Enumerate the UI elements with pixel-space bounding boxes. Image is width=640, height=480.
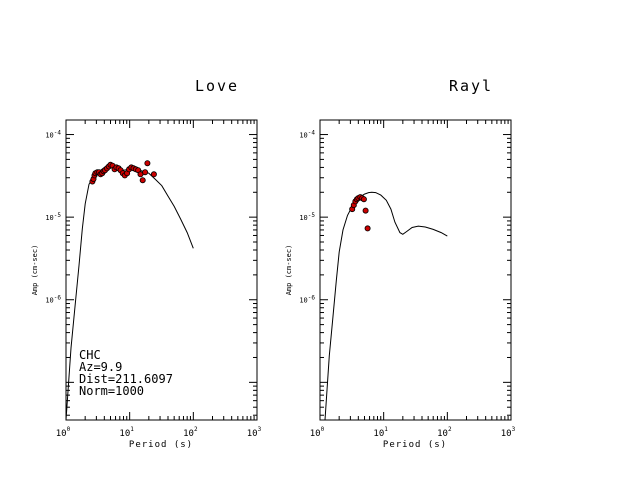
love-y-tick-label: 10-4 <box>45 130 61 140</box>
love-title: Love <box>195 77 239 95</box>
rayl-y-tick-label: 10-6 <box>299 295 315 305</box>
love-data-point <box>150 171 157 178</box>
azimuth: Az=9.9 <box>79 360 122 374</box>
love-x-axis-label: Period (s) <box>129 440 193 450</box>
love-data-point <box>142 169 149 176</box>
normalization: Norm=1000 <box>79 384 144 398</box>
love-x-tick-label: 100 <box>56 426 71 439</box>
rayl-y-tick-labels: 10-4 10-5 10-6 <box>299 130 315 305</box>
rayl-axis-ticks <box>319 120 511 420</box>
love-y-tick-label: 10-5 <box>45 212 61 222</box>
love-y-tick-labels: 10-4 10-5 10-6 <box>45 130 61 305</box>
love-x-tick-label: 102 <box>183 426 198 439</box>
love-observed-points <box>89 160 157 185</box>
rayl-data-point <box>360 196 367 203</box>
rayl-data-point <box>364 225 371 232</box>
love-data-point <box>139 177 146 184</box>
love-axis-ticks <box>65 120 257 420</box>
rayl-plot-frame <box>319 119 512 421</box>
rayl-x-axis-label: Period (s) <box>383 440 447 450</box>
love-x-tick-labels: 100 101 102 103 <box>56 426 262 439</box>
distance: Dist=211.6097 <box>79 372 173 386</box>
rayl-data-point <box>362 207 369 214</box>
love-y-axis-label: Amp (cm-sec) <box>31 245 39 296</box>
rayl-x-tick-label: 103 <box>501 426 516 439</box>
love-panel: Love 100 101 102 103 10-4 10-5 10-6 Period (s… <box>31 77 262 450</box>
rayl-model-curve <box>320 191 448 421</box>
rayl-y-tick-label: 10-5 <box>299 212 315 222</box>
rayl-x-tick-label: 101 <box>373 426 388 439</box>
love-x-tick-label: 103 <box>247 426 262 439</box>
rayl-y-tick-label: 10-4 <box>299 130 315 140</box>
rayl-y-axis-label: Amp (cm-sec) <box>285 245 293 296</box>
love-x-tick-label: 101 <box>119 426 134 439</box>
rayl-x-tick-labels: 100 101 102 103 <box>310 426 516 439</box>
love-y-tick-label: 10-6 <box>45 295 61 305</box>
rayl-x-tick-label: 100 <box>310 426 325 439</box>
love-data-point <box>144 160 151 167</box>
rayl-x-tick-label: 102 <box>437 426 452 439</box>
rayl-panel: Rayl 100 101 102 103 10-4 10-5 10-6 Period (s… <box>285 77 516 450</box>
love-plot-frame <box>65 119 258 421</box>
rayl-observed-points <box>349 194 371 232</box>
station-code: CHC <box>79 348 101 362</box>
station-info: CHC Az=9.9 Dist=211.6097 Norm=1000 <box>79 348 173 398</box>
rayl-title: Rayl <box>449 77 493 95</box>
